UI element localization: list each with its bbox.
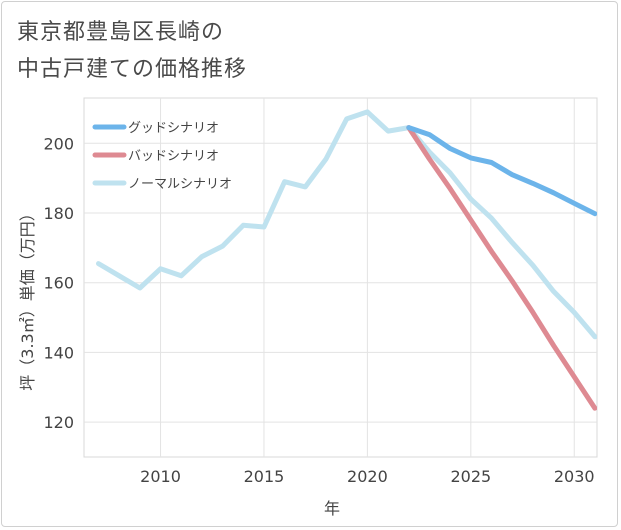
- legend-label: バッドシナリオ: [128, 149, 219, 164]
- x-tick-label: 2010: [140, 467, 181, 486]
- y-tick-label: 120: [43, 413, 74, 432]
- series-line-1: [406, 125, 597, 411]
- chart-title: 東京都豊島区長崎の 中古戸建ての価格推移: [17, 20, 248, 82]
- x-tick-label: 2020: [347, 467, 388, 486]
- legend-label: ノーマルシナリオ: [128, 177, 232, 192]
- series-line-0: [406, 125, 597, 217]
- y-tick-label: 200: [43, 134, 74, 153]
- y-tick-label: 180: [43, 204, 74, 223]
- x-tick-label: 2025: [450, 467, 491, 486]
- grid-lines: [83, 97, 598, 458]
- y-axis-label: 坪（3.3㎡）単価（万円）: [18, 205, 37, 390]
- x-tick-label: 2030: [554, 467, 595, 486]
- y-tick-label: 160: [43, 274, 74, 293]
- plot-frame: [83, 97, 598, 458]
- x-tick-label: 2015: [244, 467, 285, 486]
- series-lines: [96, 109, 597, 411]
- legend-label: グッドシナリオ: [128, 121, 219, 136]
- x-axis-label: 年: [324, 499, 340, 518]
- tick-labels: 2010 2015 2020 2025 2030 120 140 160 180 200: [43, 134, 594, 486]
- series-line-2: [96, 109, 597, 340]
- y-tick-label: 140: [43, 343, 74, 362]
